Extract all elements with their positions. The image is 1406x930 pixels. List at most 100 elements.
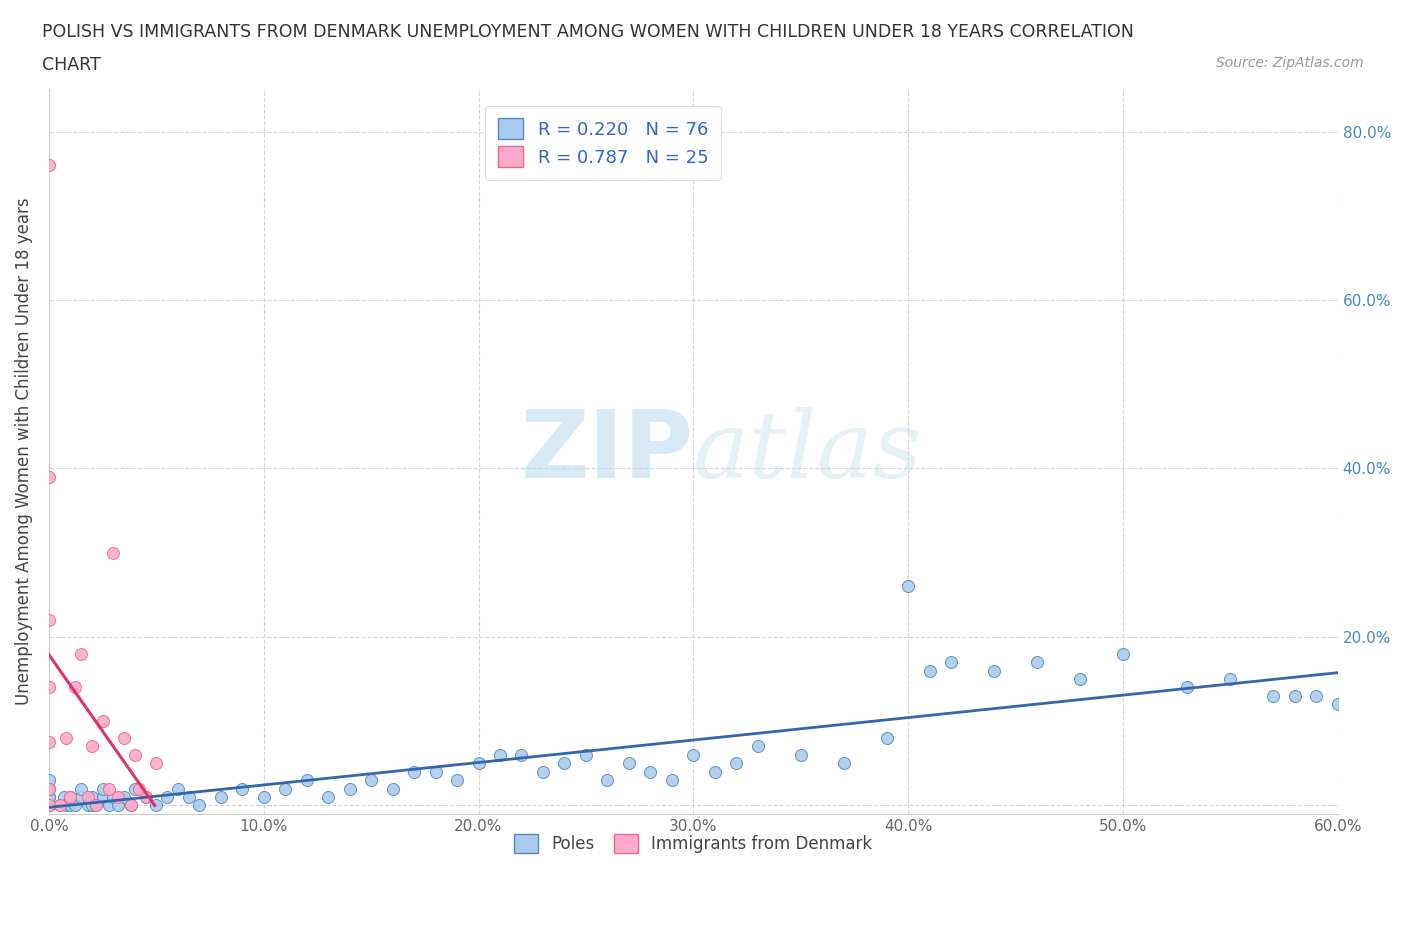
Point: [38, 158, 60, 173]
Point: [404, 764, 426, 779]
Text: POLISH VS IMMIGRANTS FROM DENMARK UNEMPLOYMENT AMONG WOMEN WITH CHILDREN UNDER 1: POLISH VS IMMIGRANTS FROM DENMARK UNEMPL…: [42, 23, 1135, 41]
Point: [156, 790, 179, 804]
Point: [91, 790, 114, 804]
Point: [188, 798, 211, 813]
Point: [59, 790, 82, 804]
Point: [135, 790, 157, 804]
Point: [274, 781, 297, 796]
Point: [128, 781, 150, 796]
Point: [91, 781, 114, 796]
Point: [918, 663, 941, 678]
Point: [38, 798, 60, 813]
Point: [120, 798, 142, 813]
Point: [135, 790, 157, 804]
Point: [38, 781, 60, 796]
Point: [80, 739, 103, 754]
Point: [124, 781, 146, 796]
Point: [103, 790, 125, 804]
Point: [55, 731, 77, 746]
Point: [1026, 655, 1049, 670]
Point: [120, 798, 142, 813]
Point: [76, 790, 98, 804]
Point: [553, 756, 575, 771]
Point: [1069, 671, 1091, 686]
Point: [38, 798, 60, 813]
Point: [1326, 697, 1348, 711]
Point: [209, 790, 232, 804]
Point: [381, 781, 404, 796]
Point: [253, 790, 276, 804]
Point: [596, 773, 619, 788]
Point: [1112, 646, 1135, 661]
Point: [1263, 688, 1285, 703]
Point: [339, 781, 361, 796]
Point: [575, 748, 598, 763]
Point: [98, 781, 121, 796]
Point: [177, 790, 200, 804]
Point: [124, 748, 146, 763]
Point: [80, 790, 103, 804]
Point: [145, 798, 167, 813]
Point: [983, 663, 1005, 678]
Point: [70, 646, 93, 661]
Point: [112, 731, 135, 746]
Point: [1305, 688, 1327, 703]
Point: [640, 764, 662, 779]
Point: [91, 713, 114, 728]
Point: [38, 798, 60, 813]
Point: [661, 773, 683, 788]
Point: [876, 731, 898, 746]
Point: [53, 790, 76, 804]
Point: [703, 764, 725, 779]
Point: [38, 613, 60, 628]
Point: [1219, 671, 1241, 686]
Point: [38, 773, 60, 788]
Point: [38, 790, 60, 804]
Point: [939, 655, 962, 670]
Point: [38, 680, 60, 695]
Point: [1175, 680, 1198, 695]
Y-axis label: Unemployment Among Women with Children Under 18 years: Unemployment Among Women with Children U…: [15, 198, 32, 706]
Point: [425, 764, 447, 779]
Point: [295, 773, 318, 788]
Text: atlas: atlas: [693, 406, 922, 497]
Point: [467, 756, 489, 771]
Point: [231, 781, 253, 796]
Point: [59, 798, 82, 813]
Point: [70, 790, 93, 804]
Point: [107, 790, 129, 804]
Point: [80, 798, 103, 813]
Point: [38, 781, 60, 796]
Point: [725, 756, 748, 771]
Point: [55, 798, 77, 813]
Point: [316, 790, 339, 804]
Point: [38, 470, 60, 485]
Legend: Poles, Immigrants from Denmark: Poles, Immigrants from Denmark: [508, 828, 879, 860]
Point: [145, 756, 167, 771]
Text: Source: ZipAtlas.com: Source: ZipAtlas.com: [1216, 56, 1364, 70]
Point: [38, 790, 60, 804]
Point: [531, 764, 554, 779]
Point: [747, 739, 769, 754]
Point: [360, 773, 382, 788]
Point: [107, 798, 129, 813]
Point: [617, 756, 640, 771]
Point: [63, 680, 86, 695]
Point: [112, 790, 135, 804]
Text: CHART: CHART: [42, 56, 101, 73]
Point: [1284, 688, 1306, 703]
Point: [76, 798, 98, 813]
Point: [48, 798, 70, 813]
Point: [84, 798, 107, 813]
Point: [446, 773, 468, 788]
Point: [38, 798, 60, 813]
Text: ZIP: ZIP: [520, 405, 693, 498]
Point: [103, 545, 125, 560]
Point: [38, 781, 60, 796]
Point: [789, 748, 811, 763]
Point: [832, 756, 855, 771]
Point: [38, 735, 60, 750]
Point: [63, 798, 86, 813]
Point: [98, 798, 121, 813]
Point: [59, 790, 82, 804]
